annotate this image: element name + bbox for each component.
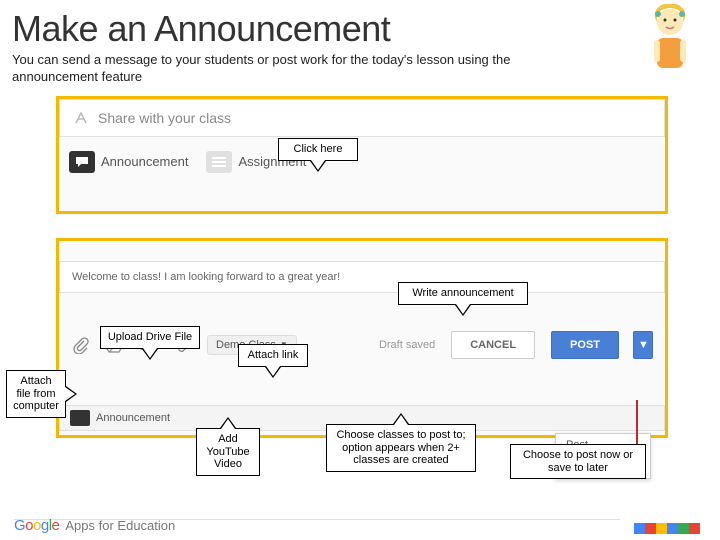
callout-post-save: Choose to post now or save to later [510,444,646,479]
avatar-illustration [640,4,700,74]
google-logo: Google [14,517,59,534]
callout-link: Attach link [238,344,308,367]
callout-classes: Choose classes to post to; option appear… [326,424,476,472]
compose-text: Welcome to class! I am looking forward t… [72,271,340,283]
cancel-button[interactable]: CANCEL [451,331,535,359]
callout-attach-file: Attach file from computer [6,370,66,418]
callout-write: Write announcement [398,282,528,305]
tab-announcement[interactable]: Announcement [69,151,188,173]
footer-logo: Google Apps for Education [14,517,175,534]
share-placeholder: Share with your class [98,110,231,126]
compose-input[interactable]: Welcome to class! I am looking forward t… [59,261,665,293]
page-subtitle: You can send a message to your students … [0,50,560,96]
attach-file-icon[interactable] [71,336,89,354]
callout-youtube: Add YouTube Video [196,428,260,476]
post-button[interactable]: POST [551,331,619,359]
mini-label: Announcement [96,412,170,424]
share-panel: Share with your class Announcement Assig… [56,96,668,214]
red-arrow [636,400,638,446]
tab-announcement-label: Announcement [101,154,188,169]
speech-icon [69,151,95,173]
brand-color-boxes [634,523,700,534]
page-title: Make an Announcement [0,0,720,50]
callout-click-here: Click here [278,138,358,161]
callout-drive: Upload Drive File [100,326,200,349]
list-icon [206,151,232,173]
draft-status: Draft saved [379,339,435,351]
post-dropdown-button[interactable]: ▼ [633,331,653,359]
footer-text: Apps for Education [65,518,175,533]
speech-icon-small [70,410,90,426]
share-input[interactable]: Share with your class [59,99,665,137]
